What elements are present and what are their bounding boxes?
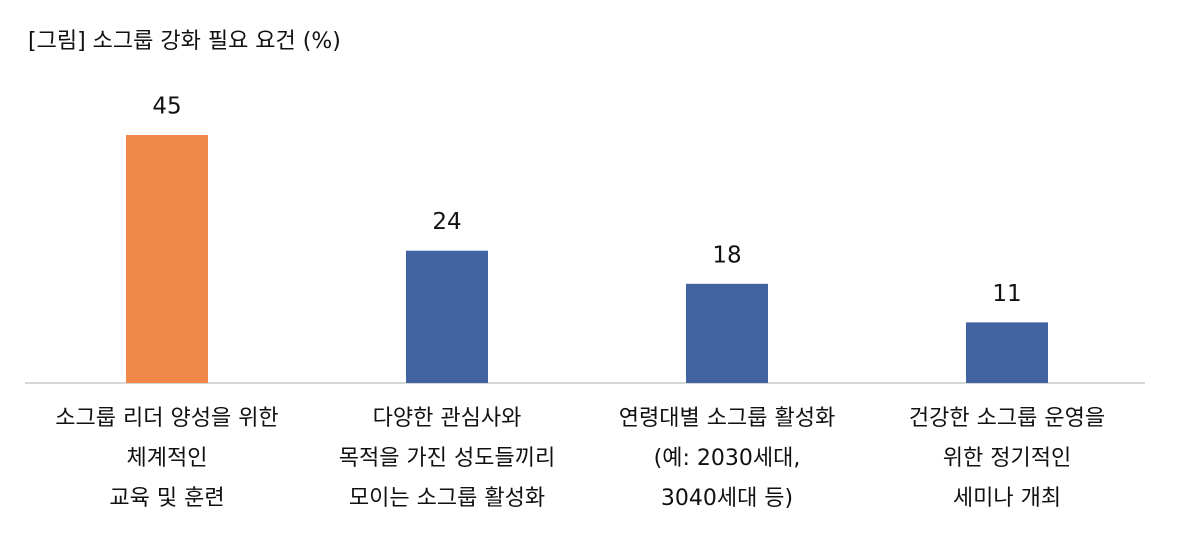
chart-title: [그림] 소그룹 강화 필요 요건 (%) — [28, 29, 341, 54]
x-tick-label: 다양한 관심사와 — [373, 406, 522, 431]
x-tick-label: 3040세대 등) — [661, 486, 793, 511]
bar — [966, 322, 1048, 383]
x-tick-label: 교육 및 훈련 — [109, 486, 224, 511]
x-tick-label: 목적을 가진 성도들끼리 — [339, 446, 555, 471]
x-tick-label: 모이는 소그룹 활성화 — [349, 486, 545, 511]
x-tick-label: (예: 2030세대, — [654, 446, 801, 471]
value-label: 45 — [152, 94, 181, 120]
x-tick-label: 위한 정기적인 — [943, 446, 1071, 471]
bar — [406, 250, 488, 383]
value-label: 11 — [992, 281, 1021, 307]
value-label: 24 — [432, 209, 461, 235]
x-tick-label: 체계적인 — [127, 446, 208, 471]
bar — [686, 283, 768, 383]
value-label: 18 — [712, 242, 741, 268]
x-tick-label: 연령대별 소그룹 활성화 — [619, 406, 835, 431]
x-tick-label: 세미나 개최 — [953, 486, 1061, 511]
x-tick-label: 건강한 소그룹 운영을 — [909, 406, 1105, 431]
x-tick-label: 소그룹 리더 양성을 위한 — [55, 406, 278, 431]
bar — [126, 135, 208, 383]
